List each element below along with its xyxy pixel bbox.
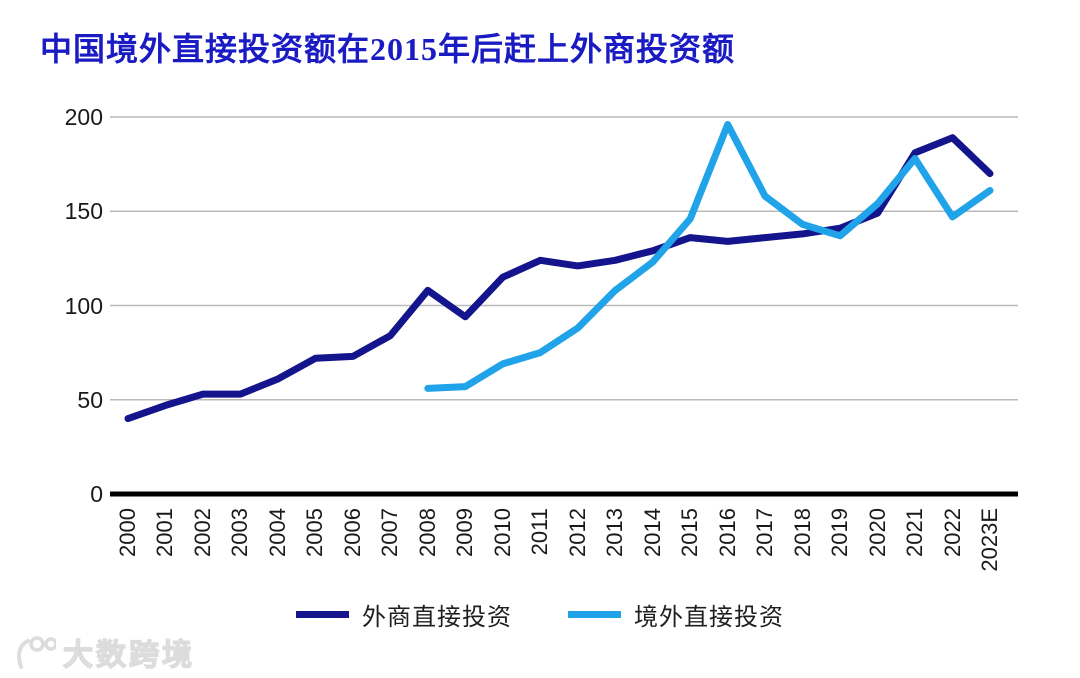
x-tick-label-2022: 2022 xyxy=(939,508,965,557)
x-tick-label-2021: 2021 xyxy=(902,508,928,557)
legend-item-fdi: 外商直接投资 xyxy=(296,597,512,632)
x-tick-label-2000: 2000 xyxy=(115,508,140,557)
y-tick-label-150: 150 xyxy=(64,198,103,225)
y-tick-label-100: 100 xyxy=(64,292,103,319)
x-tick-label-2006: 2006 xyxy=(339,508,365,557)
logo-100-icon xyxy=(17,636,56,669)
x-tick-label-2012: 2012 xyxy=(564,508,590,557)
x-tick-label-2013: 2013 xyxy=(602,508,628,557)
x-tick-label-2023E: 2023E xyxy=(977,508,1002,572)
chart-title: 中国境外直接投资额在2015年后赶上外商投资额 xyxy=(40,31,736,67)
x-tick-label-2016: 2016 xyxy=(714,508,740,557)
y-tick-label-50: 50 xyxy=(77,386,103,413)
watermark: 大数跨境 xyxy=(12,630,195,674)
legend-label-fdi: 外商直接投资 xyxy=(362,604,512,631)
x-tick-label-2020: 2020 xyxy=(864,508,890,557)
x-tick-label-2017: 2017 xyxy=(752,508,778,557)
x-tick-label-2002: 2002 xyxy=(189,508,215,557)
legend: 外商直接投资 境外直接投资 xyxy=(0,597,1080,632)
x-tick-label-2014: 2014 xyxy=(639,508,665,557)
watermark-brand: 大数跨境 xyxy=(62,638,195,672)
x-tick-label-2001: 2001 xyxy=(152,508,178,557)
x-tick-label-2008: 2008 xyxy=(414,508,440,557)
x-tick-label-2009: 2009 xyxy=(452,508,478,557)
series-line-fdi xyxy=(124,134,994,423)
y-tick-label-0: 0 xyxy=(90,481,103,507)
x-tick-label-2018: 2018 xyxy=(789,508,815,557)
x-tick-label-2011: 2011 xyxy=(527,508,553,556)
x-tick-label-2003: 2003 xyxy=(227,508,253,557)
legend-swatch-odi xyxy=(568,611,621,618)
x-tick-label-2005: 2005 xyxy=(302,508,328,557)
x-tick-label-2015: 2015 xyxy=(677,508,703,557)
legend-label-odi: 境外直接投资 xyxy=(634,604,784,631)
x-tick-label-2007: 2007 xyxy=(377,508,403,557)
x-tick-label-2019: 2019 xyxy=(827,508,853,557)
series-line-odi xyxy=(424,121,994,392)
legend-item-odi: 境外直接投资 xyxy=(568,597,784,632)
x-tick-label-2004: 2004 xyxy=(264,508,290,557)
y-tick-label-200: 200 xyxy=(64,104,103,130)
x-tick-label-2010: 2010 xyxy=(489,508,515,557)
legend-swatch-fdi xyxy=(296,611,349,618)
